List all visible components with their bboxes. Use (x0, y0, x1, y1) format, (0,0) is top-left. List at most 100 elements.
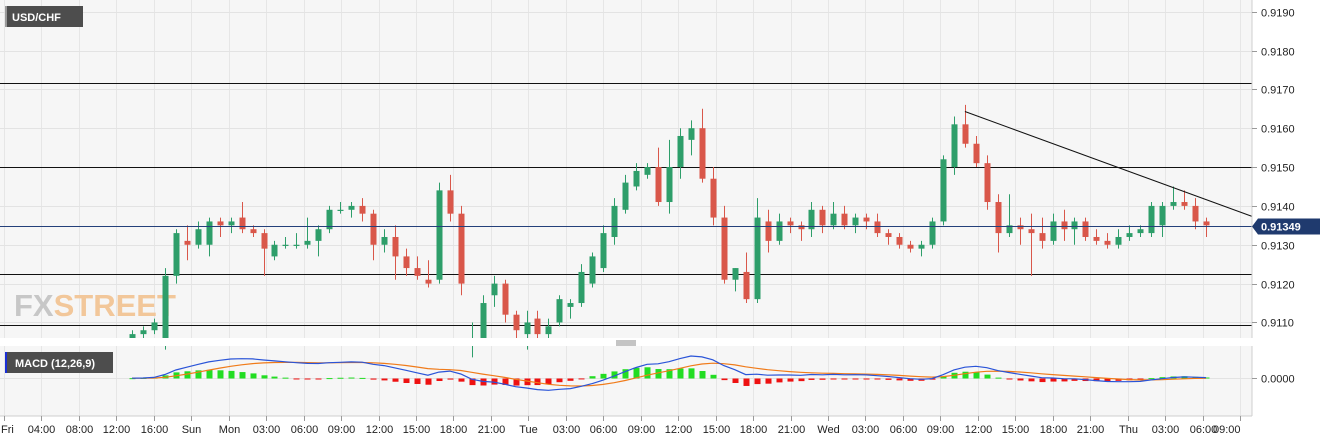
candle[interactable] (1006, 194, 1013, 237)
candle[interactable] (403, 248, 410, 276)
candle[interactable] (206, 217, 213, 257)
candle[interactable] (1137, 225, 1144, 237)
candle[interactable] (852, 213, 859, 234)
candle[interactable] (743, 252, 750, 304)
candle[interactable] (1126, 225, 1133, 241)
candle[interactable] (699, 108, 706, 183)
candle[interactable] (776, 213, 783, 245)
x-tick-label: 12:00 (965, 424, 993, 436)
candle[interactable] (688, 120, 695, 156)
pane-resize-handle[interactable] (616, 340, 636, 346)
candle[interactable] (271, 240, 278, 261)
candle[interactable] (611, 198, 618, 245)
candle[interactable] (710, 167, 717, 226)
candle[interactable] (1170, 186, 1177, 210)
candle[interactable] (480, 295, 487, 342)
instrument-tag[interactable]: USD/CHF (5, 6, 83, 27)
candle[interactable] (228, 217, 235, 234)
candle[interactable] (622, 174, 629, 214)
candle[interactable] (929, 217, 936, 249)
candle[interactable] (1061, 209, 1068, 241)
candle[interactable] (534, 310, 541, 338)
candle[interactable] (995, 194, 1002, 253)
candle[interactable] (819, 205, 826, 234)
candle[interactable] (370, 209, 377, 261)
candle[interactable] (195, 221, 202, 249)
candle[interactable] (348, 202, 355, 218)
candle[interactable] (381, 229, 388, 253)
candle[interactable] (184, 225, 191, 261)
candle-body (1170, 202, 1177, 206)
candle[interactable] (841, 205, 848, 230)
candle[interactable] (1093, 229, 1100, 245)
candle[interactable] (874, 213, 881, 237)
candle[interactable] (282, 236, 289, 249)
candle[interactable] (458, 205, 465, 296)
candle[interactable] (1115, 229, 1122, 249)
candle[interactable] (162, 268, 169, 350)
candle[interactable] (304, 217, 311, 249)
candle[interactable] (1028, 213, 1035, 276)
candle[interactable] (644, 163, 651, 179)
candle[interactable] (798, 221, 805, 241)
candle[interactable] (239, 202, 246, 234)
trendline[interactable] (964, 111, 1253, 217)
candle[interactable] (1192, 198, 1199, 230)
candle[interactable] (633, 163, 640, 191)
candle[interactable] (677, 128, 684, 179)
candle[interactable] (885, 229, 892, 245)
candle[interactable] (1050, 213, 1057, 245)
candle[interactable] (250, 225, 257, 237)
candle[interactable] (1082, 217, 1089, 241)
candle[interactable] (414, 256, 421, 280)
candle[interactable] (578, 264, 585, 307)
candle[interactable] (151, 318, 158, 335)
candle[interactable] (666, 139, 673, 214)
candle[interactable] (589, 252, 596, 288)
candle[interactable] (918, 240, 925, 257)
candle[interactable] (830, 202, 837, 230)
candle[interactable] (436, 182, 443, 284)
candle[interactable] (567, 299, 574, 319)
candle[interactable] (1017, 217, 1024, 245)
candle[interactable] (808, 202, 815, 237)
candle[interactable] (447, 174, 454, 222)
candle[interactable] (907, 240, 914, 253)
candle[interactable] (425, 260, 432, 288)
candle[interactable] (940, 155, 947, 226)
candle[interactable] (655, 147, 662, 206)
candle[interactable] (1071, 217, 1078, 245)
candle[interactable] (1148, 202, 1155, 237)
candle[interactable] (1039, 217, 1046, 249)
candle[interactable] (173, 229, 180, 284)
candle[interactable] (293, 233, 300, 249)
trendline-segment[interactable] (964, 111, 1253, 217)
candle[interactable] (1104, 233, 1111, 249)
candle[interactable] (315, 225, 322, 257)
candle[interactable] (973, 135, 980, 168)
candle[interactable] (556, 295, 563, 327)
candle[interactable] (1181, 190, 1188, 210)
candle[interactable] (337, 202, 344, 214)
candle[interactable] (765, 209, 772, 253)
candle[interactable] (1203, 217, 1210, 237)
candle[interactable] (392, 225, 399, 280)
candle[interactable] (502, 279, 509, 323)
candle[interactable] (513, 310, 520, 338)
candle[interactable] (787, 217, 794, 234)
candle[interactable] (951, 116, 958, 175)
macd-indicator-tag[interactable]: MACD (12,26,9) (5, 352, 113, 373)
candle[interactable] (359, 198, 366, 222)
candle[interactable] (491, 275, 498, 307)
candle[interactable] (600, 225, 607, 272)
candle[interactable] (984, 155, 991, 210)
candle[interactable] (732, 268, 739, 292)
candle[interactable] (217, 217, 224, 237)
candle[interactable] (261, 229, 268, 276)
candle[interactable] (1159, 202, 1166, 237)
candle[interactable] (326, 205, 333, 234)
candle[interactable] (754, 198, 761, 304)
candle[interactable] (896, 233, 903, 249)
candle[interactable] (721, 205, 728, 284)
